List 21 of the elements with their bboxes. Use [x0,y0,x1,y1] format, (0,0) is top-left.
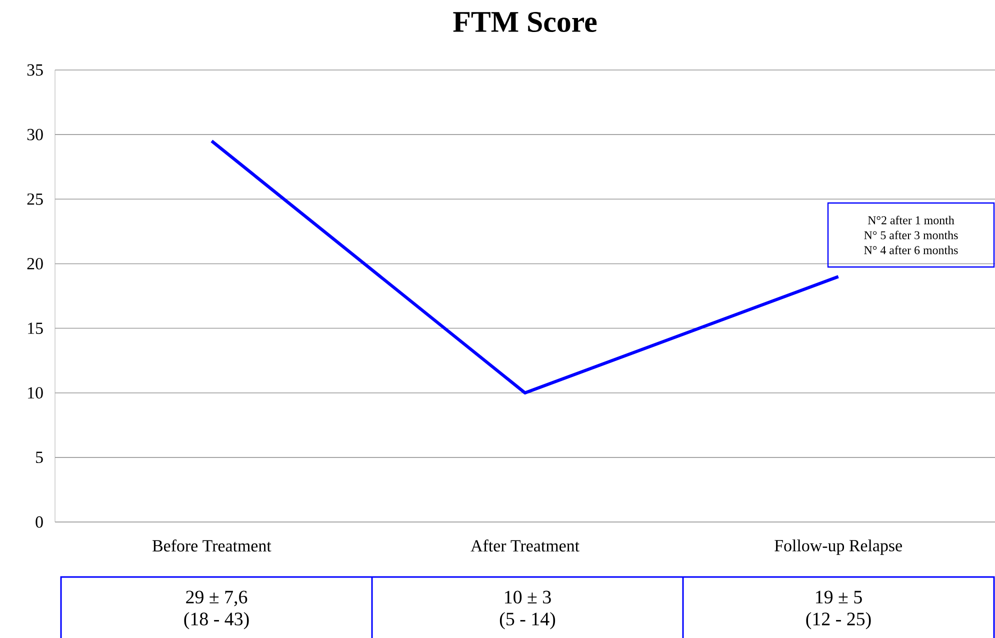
y-tick-label: 35 [27,64,43,76]
text: 19 ± 5 [816,590,862,604]
annotation: N° 5 after 3 months [864,230,958,240]
x-tick-label: After Treatment [470,539,580,552]
annotation: N°2 after 1 month [868,216,954,224]
text: 10 ± 3 [505,590,551,604]
y-tick-label: 5 [36,452,43,464]
text: (18 - 43) [184,612,249,630]
text: 29 ± 7,6 [186,590,248,606]
y-tick-label: 25 [27,193,43,205]
annotation: N° 4 after 6 months [864,246,958,254]
y-tick-label: 0 [36,516,43,528]
y-tick-label: 10 [28,387,43,399]
text: (5 - 14) [500,612,556,630]
y-tick-label: 20 [27,258,43,270]
text: (12 - 25) [806,612,871,630]
x-tick-label: Before Treatment [152,539,272,552]
y-tick-label: 30 [27,128,43,140]
x-tick-label: Follow-up Relapse [774,539,902,555]
y-tick-label: 15 [28,322,43,334]
chart-title: FTM Score [453,12,597,32]
